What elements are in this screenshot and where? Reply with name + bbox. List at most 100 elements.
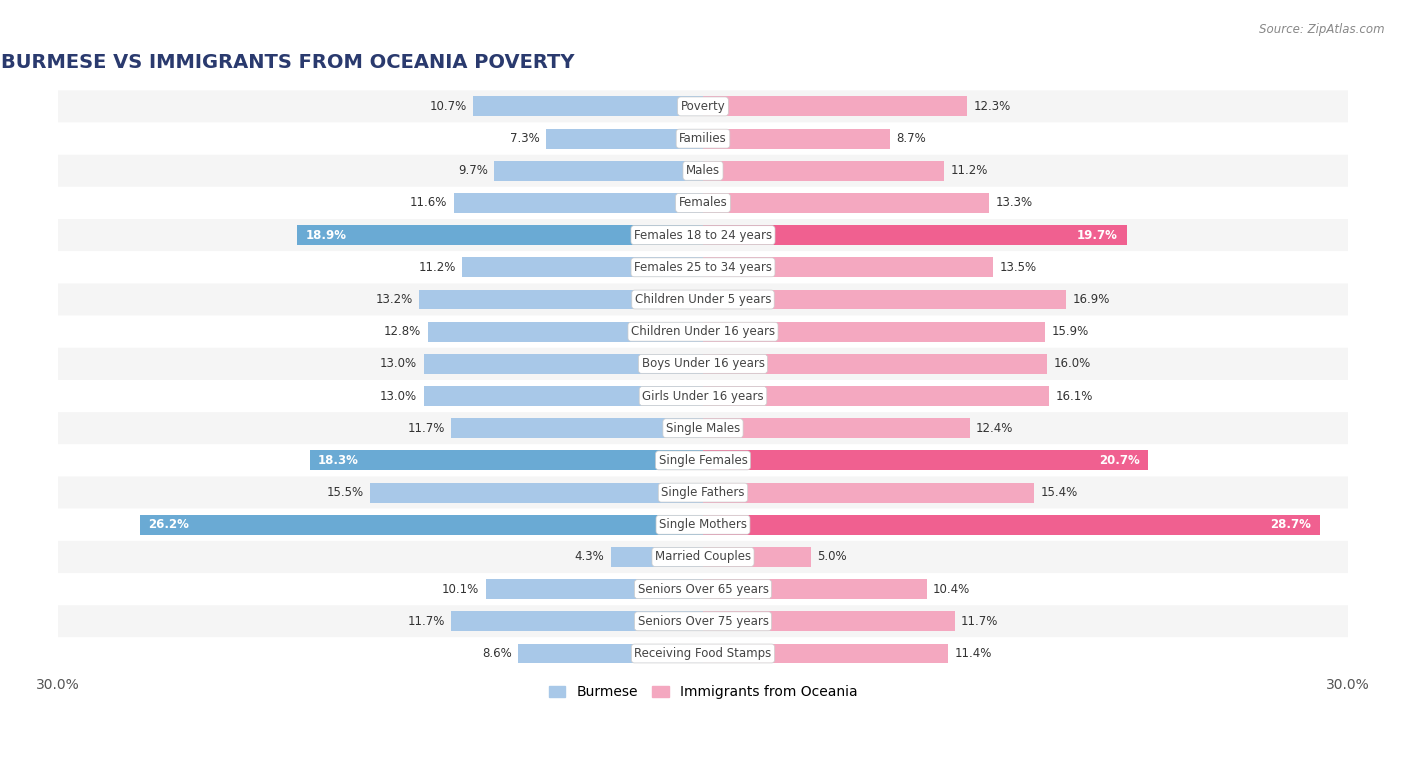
Text: Females 18 to 24 years: Females 18 to 24 years bbox=[634, 229, 772, 242]
Bar bbox=[703, 547, 810, 567]
Text: 4.3%: 4.3% bbox=[574, 550, 605, 563]
Text: Poverty: Poverty bbox=[681, 100, 725, 113]
Text: Boys Under 16 years: Boys Under 16 years bbox=[641, 357, 765, 371]
FancyBboxPatch shape bbox=[58, 380, 1348, 412]
Bar bbox=[703, 161, 943, 180]
Text: Children Under 5 years: Children Under 5 years bbox=[634, 293, 772, 306]
Text: Receiving Food Stamps: Receiving Food Stamps bbox=[634, 647, 772, 660]
Text: 12.3%: 12.3% bbox=[974, 100, 1011, 113]
Text: 9.7%: 9.7% bbox=[458, 164, 488, 177]
Bar bbox=[419, 290, 703, 309]
Text: 11.7%: 11.7% bbox=[960, 615, 998, 628]
Text: 16.0%: 16.0% bbox=[1053, 357, 1091, 371]
Bar bbox=[703, 193, 988, 213]
Text: 12.8%: 12.8% bbox=[384, 325, 422, 338]
Bar bbox=[703, 450, 1149, 471]
Text: 16.1%: 16.1% bbox=[1056, 390, 1092, 402]
Text: 11.2%: 11.2% bbox=[419, 261, 456, 274]
FancyBboxPatch shape bbox=[58, 187, 1348, 219]
Text: 7.3%: 7.3% bbox=[510, 132, 540, 145]
Text: Seniors Over 75 years: Seniors Over 75 years bbox=[637, 615, 769, 628]
Text: Source: ZipAtlas.com: Source: ZipAtlas.com bbox=[1260, 23, 1385, 36]
FancyBboxPatch shape bbox=[58, 251, 1348, 283]
FancyBboxPatch shape bbox=[58, 444, 1348, 477]
FancyBboxPatch shape bbox=[58, 348, 1348, 380]
Text: Single Females: Single Females bbox=[658, 454, 748, 467]
Bar bbox=[423, 354, 703, 374]
Text: 18.9%: 18.9% bbox=[305, 229, 346, 242]
FancyBboxPatch shape bbox=[58, 283, 1348, 315]
Text: 13.0%: 13.0% bbox=[380, 357, 418, 371]
FancyBboxPatch shape bbox=[58, 123, 1348, 155]
Bar bbox=[472, 96, 703, 117]
Text: Girls Under 16 years: Girls Under 16 years bbox=[643, 390, 763, 402]
Bar bbox=[703, 321, 1045, 342]
FancyBboxPatch shape bbox=[58, 541, 1348, 573]
Bar bbox=[610, 547, 703, 567]
Text: 11.4%: 11.4% bbox=[955, 647, 991, 660]
Text: Males: Males bbox=[686, 164, 720, 177]
FancyBboxPatch shape bbox=[58, 155, 1348, 187]
Bar bbox=[486, 579, 703, 599]
Text: 16.9%: 16.9% bbox=[1073, 293, 1111, 306]
Text: 11.6%: 11.6% bbox=[409, 196, 447, 209]
Text: Single Fathers: Single Fathers bbox=[661, 486, 745, 499]
Text: 15.9%: 15.9% bbox=[1052, 325, 1088, 338]
Text: Married Couples: Married Couples bbox=[655, 550, 751, 563]
Text: 8.7%: 8.7% bbox=[897, 132, 927, 145]
Text: 10.7%: 10.7% bbox=[429, 100, 467, 113]
Bar bbox=[451, 418, 703, 438]
Bar bbox=[423, 386, 703, 406]
FancyBboxPatch shape bbox=[58, 605, 1348, 637]
FancyBboxPatch shape bbox=[58, 219, 1348, 251]
Bar bbox=[427, 321, 703, 342]
Text: 10.4%: 10.4% bbox=[934, 583, 970, 596]
Text: 15.4%: 15.4% bbox=[1040, 486, 1078, 499]
Text: 19.7%: 19.7% bbox=[1077, 229, 1118, 242]
Text: 13.2%: 13.2% bbox=[375, 293, 413, 306]
Text: 13.0%: 13.0% bbox=[380, 390, 418, 402]
Bar bbox=[703, 579, 927, 599]
Legend: Burmese, Immigrants from Oceania: Burmese, Immigrants from Oceania bbox=[543, 680, 863, 705]
Text: 20.7%: 20.7% bbox=[1098, 454, 1139, 467]
Text: 26.2%: 26.2% bbox=[148, 518, 190, 531]
Bar bbox=[703, 225, 1126, 245]
Text: Females: Females bbox=[679, 196, 727, 209]
Text: 18.3%: 18.3% bbox=[318, 454, 359, 467]
Bar bbox=[703, 96, 967, 117]
Text: 28.7%: 28.7% bbox=[1271, 518, 1312, 531]
Text: 12.4%: 12.4% bbox=[976, 421, 1014, 435]
Bar bbox=[703, 418, 970, 438]
Text: 11.7%: 11.7% bbox=[408, 421, 446, 435]
Bar bbox=[546, 129, 703, 149]
Bar bbox=[451, 612, 703, 631]
Bar bbox=[517, 644, 703, 663]
Bar bbox=[703, 386, 1049, 406]
FancyBboxPatch shape bbox=[58, 412, 1348, 444]
Bar bbox=[297, 225, 703, 245]
Bar bbox=[703, 515, 1320, 534]
Bar bbox=[463, 258, 703, 277]
Text: Single Males: Single Males bbox=[666, 421, 740, 435]
Text: 15.5%: 15.5% bbox=[326, 486, 363, 499]
Bar bbox=[703, 129, 890, 149]
FancyBboxPatch shape bbox=[58, 477, 1348, 509]
Text: Seniors Over 65 years: Seniors Over 65 years bbox=[637, 583, 769, 596]
Bar bbox=[370, 483, 703, 503]
Text: 5.0%: 5.0% bbox=[817, 550, 846, 563]
Bar bbox=[703, 290, 1066, 309]
Text: 13.5%: 13.5% bbox=[1000, 261, 1036, 274]
FancyBboxPatch shape bbox=[58, 509, 1348, 541]
Text: 11.2%: 11.2% bbox=[950, 164, 987, 177]
Bar bbox=[309, 450, 703, 471]
Text: BURMESE VS IMMIGRANTS FROM OCEANIA POVERTY: BURMESE VS IMMIGRANTS FROM OCEANIA POVER… bbox=[1, 53, 575, 72]
FancyBboxPatch shape bbox=[58, 573, 1348, 605]
Text: 8.6%: 8.6% bbox=[482, 647, 512, 660]
FancyBboxPatch shape bbox=[58, 637, 1348, 669]
Bar bbox=[495, 161, 703, 180]
Bar bbox=[703, 258, 993, 277]
FancyBboxPatch shape bbox=[58, 90, 1348, 123]
Text: 11.7%: 11.7% bbox=[408, 615, 446, 628]
Text: Females 25 to 34 years: Females 25 to 34 years bbox=[634, 261, 772, 274]
Bar bbox=[454, 193, 703, 213]
